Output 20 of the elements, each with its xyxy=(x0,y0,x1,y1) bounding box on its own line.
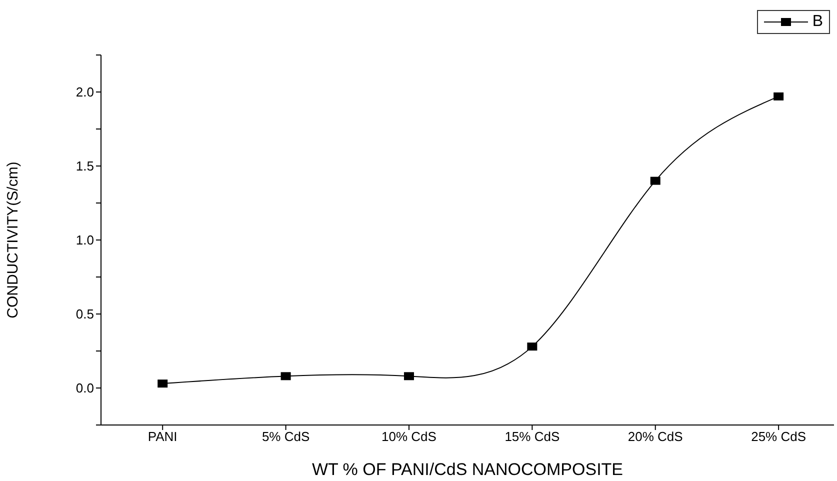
y-tick-label: 2.0 xyxy=(76,84,94,100)
x-axis-title: WT % OF PANI/CdS NANOCOMPOSITE xyxy=(312,460,624,479)
point xyxy=(774,92,784,100)
y-tick-label: 1.0 xyxy=(76,232,94,248)
x-tick-label: 10% CdS xyxy=(382,429,437,444)
y-tick-label: 1.5 xyxy=(76,158,94,174)
x-tick-label: 25% CdS xyxy=(751,429,806,444)
x-tick-label: PANI xyxy=(148,429,178,444)
point xyxy=(280,372,291,380)
y-axis-title: CONDUCTIVITY(S/cm) xyxy=(4,162,22,318)
x-tick-label: 20% CdS xyxy=(628,429,684,444)
point xyxy=(404,372,414,380)
y-tick-label: 0.5 xyxy=(76,306,94,322)
x-tick-label: 5% CdS xyxy=(262,429,310,444)
point xyxy=(527,342,538,351)
x-tick-label: 15% CdS xyxy=(504,429,560,444)
point xyxy=(158,380,168,388)
legend-label: B xyxy=(812,13,823,31)
point xyxy=(650,176,660,185)
y-tick-label: 0.0 xyxy=(76,380,94,396)
